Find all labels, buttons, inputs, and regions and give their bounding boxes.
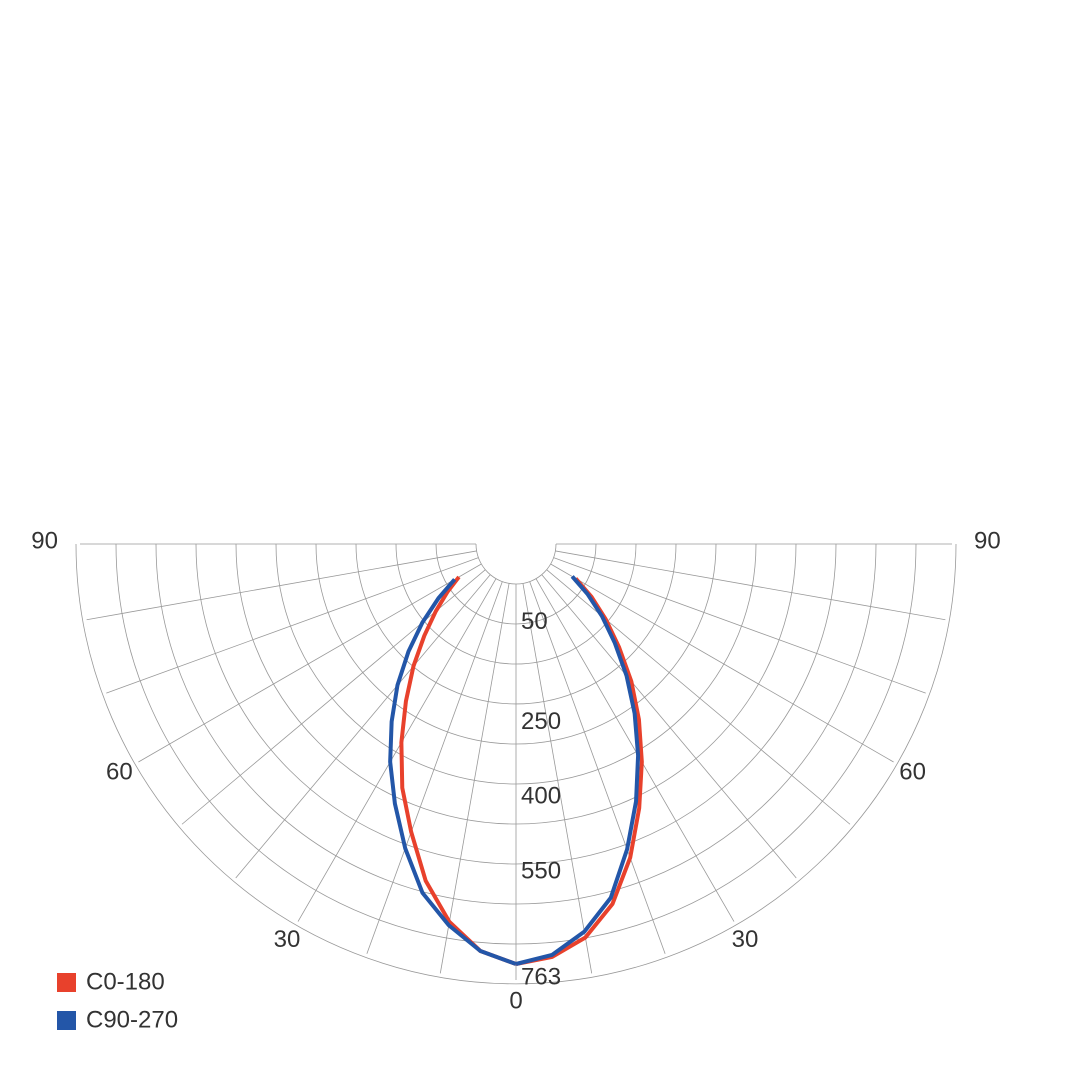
- grid-spoke: [529, 581, 666, 954]
- intensity-curve: [515, 575, 641, 966]
- grid-spoke: [546, 569, 851, 825]
- r-tick-label: 250: [521, 708, 561, 735]
- intensity-curve: [399, 575, 517, 966]
- polar-grid: [75, 543, 957, 985]
- grid-spoke: [439, 583, 510, 974]
- grid-ring: [475, 543, 557, 585]
- grid-spoke: [541, 574, 797, 879]
- theta-tick-label: 0: [509, 987, 522, 1014]
- r-tick-label: 550: [521, 857, 561, 884]
- theta-tick-label: 90: [974, 527, 1001, 554]
- grid-spoke: [522, 583, 593, 974]
- outer-ring: [75, 543, 957, 985]
- grid-spoke: [138, 563, 482, 763]
- grid-spoke: [366, 581, 503, 954]
- grid-spoke: [235, 574, 491, 879]
- r-tick-label: 50: [521, 608, 548, 635]
- theta-tick-label: 60: [106, 758, 133, 785]
- intensity-curve: [388, 578, 517, 966]
- theta-tick-label: 30: [274, 926, 301, 953]
- legend-label: C0-180: [86, 968, 165, 995]
- legend-swatch: [57, 1011, 76, 1030]
- r-tick-label: 763: [521, 963, 561, 990]
- intensity-curve: [515, 577, 644, 966]
- grid-spoke: [550, 563, 894, 763]
- legend-swatch: [57, 973, 76, 992]
- grid-spoke: [553, 557, 926, 694]
- theta-tick-label: 30: [732, 926, 759, 953]
- theta-tick-label: 90: [31, 527, 58, 554]
- grid-spoke: [535, 578, 735, 922]
- theta-tick-label: 60: [899, 758, 926, 785]
- legend-label: C90-270: [86, 1006, 178, 1033]
- grid-spoke: [555, 550, 946, 621]
- grid-spoke: [297, 578, 497, 922]
- r-tick-label: 400: [521, 783, 561, 810]
- grid-spoke: [86, 550, 477, 621]
- grid-spoke: [106, 557, 479, 694]
